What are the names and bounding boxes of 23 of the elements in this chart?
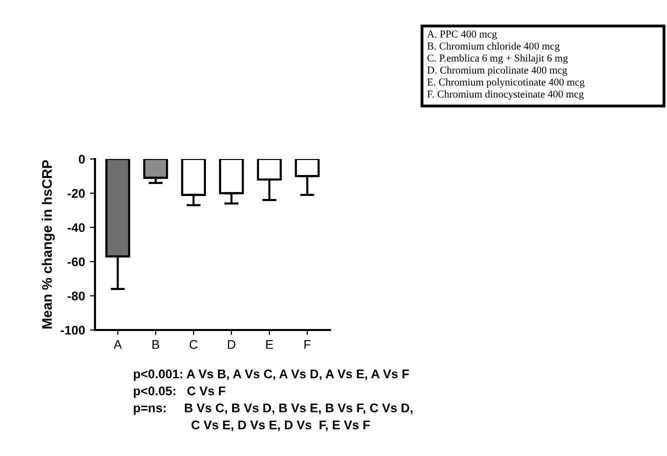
y-tick-label: -20 — [68, 189, 85, 198]
text: C. P.emblica 6 mg + Shilajit 6 mg — [427, 54, 568, 64]
x-tick-label: D — [228, 340, 236, 349]
text: A. PPC 400 mcg — [427, 30, 497, 40]
x-tick-label: A — [114, 340, 122, 349]
y-tick-label: -100 — [60, 326, 85, 335]
y-axis-title: Mean % change in hsCRP — [42, 160, 55, 328]
text: F. Chromium dinocysteinate 400 mcg — [427, 90, 584, 100]
x-tick-label: E — [266, 340, 273, 349]
text: B. Chromium chloride 400 mcg — [427, 42, 560, 52]
text: E. Chromium polynicotinate 400 mcg — [427, 78, 584, 88]
text: p<0.001: A Vs B, A Vs C, A Vs D, A Vs E, A Vs F — [134, 370, 409, 381]
y-tick-label: 0 — [78, 154, 85, 164]
y-tick-label: -40 — [68, 223, 85, 232]
y-tick-label: -80 — [68, 292, 85, 300]
text: p<0.05: C Vs F — [134, 386, 226, 398]
x-tick-label: F — [304, 340, 311, 349]
x-tick-label: C — [190, 340, 198, 349]
y-tick-label: -60 — [68, 257, 85, 266]
text: D. Chromium picolinate 400 mcg — [427, 66, 568, 76]
x-tick-label: B — [152, 340, 160, 349]
text: C Vs E, D Vs E, D Vs F, E Vs F — [192, 420, 370, 432]
text: p=ns: B Vs C, B Vs D, B Vs E, B Vs F, C Vs D, — [134, 404, 412, 415]
